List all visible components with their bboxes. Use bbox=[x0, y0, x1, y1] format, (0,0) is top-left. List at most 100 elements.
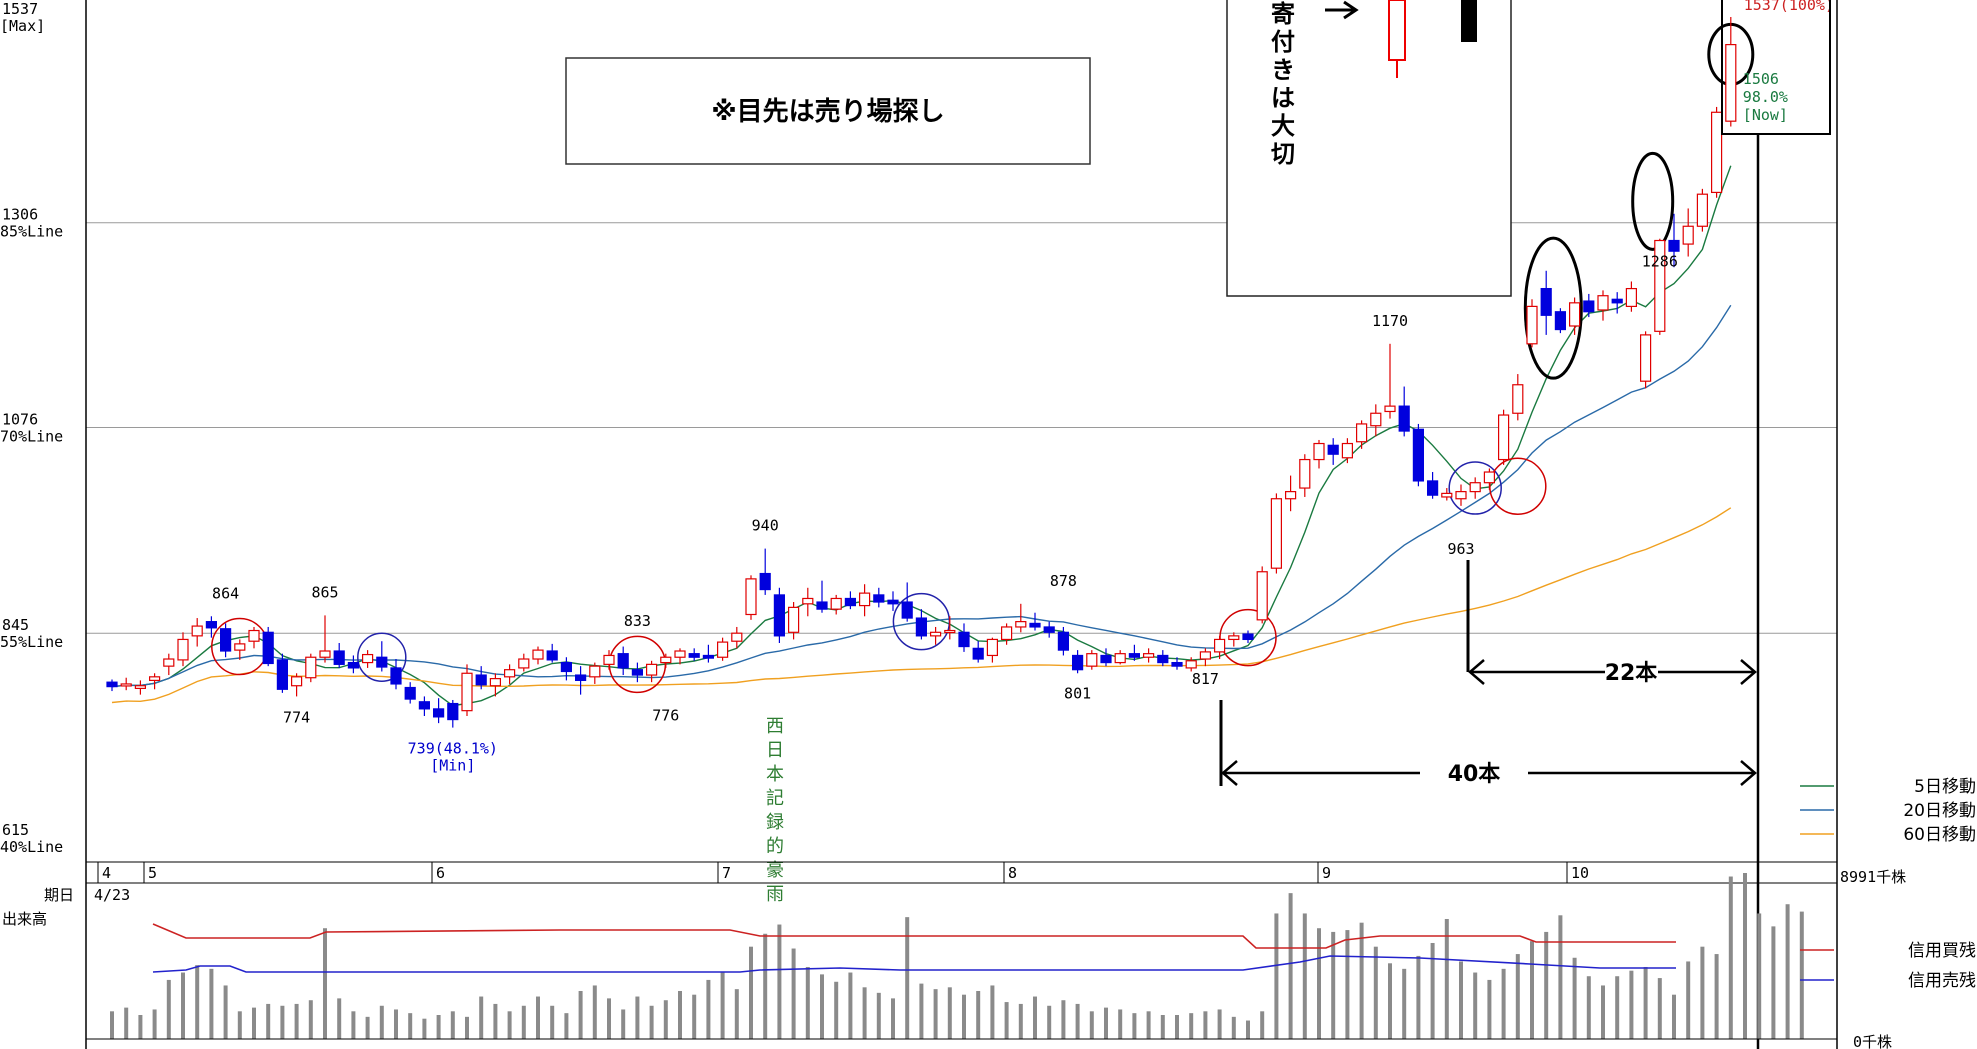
month-label-9: 9 bbox=[1322, 864, 1331, 882]
volume-bar-64 bbox=[1018, 1003, 1023, 1039]
candle-body-88 bbox=[1355, 423, 1368, 443]
candle-body-87 bbox=[1341, 442, 1354, 459]
volume-bar-28 bbox=[507, 1011, 512, 1039]
candle-body-72 bbox=[1128, 653, 1141, 658]
volume-bar-13 bbox=[294, 1003, 299, 1039]
candle-body-7 bbox=[205, 621, 217, 629]
volume-bar-32 bbox=[564, 1013, 569, 1039]
price-label-865: 865 bbox=[311, 583, 338, 601]
volume-max-label: 8991千株 bbox=[1840, 868, 1906, 886]
volume-bar-113 bbox=[1714, 954, 1719, 1039]
volume-bar-116 bbox=[1757, 913, 1762, 1039]
volume-bar-25 bbox=[465, 1016, 469, 1039]
note-box: ※目先は売り場探し bbox=[565, 57, 1091, 165]
candle-body-49 bbox=[802, 597, 814, 605]
volume-bar-44 bbox=[734, 989, 739, 1039]
pattern-circle-5 bbox=[1448, 461, 1502, 515]
month-label-5: 5 bbox=[148, 864, 157, 882]
volume-bar-37 bbox=[635, 996, 640, 1039]
price-label-1170: 1170 bbox=[1372, 312, 1408, 330]
volume-bar-89 bbox=[1373, 946, 1378, 1039]
volume-bar-115 bbox=[1743, 873, 1747, 1039]
volume-bar-83 bbox=[1288, 893, 1293, 1039]
volume-bar-24 bbox=[450, 1011, 455, 1039]
candle-body-112 bbox=[1696, 193, 1709, 227]
volume-bar-6 bbox=[195, 965, 200, 1039]
volume-bar-65 bbox=[1033, 996, 1037, 1039]
legend-label-1: 20日移動 bbox=[1903, 801, 1976, 821]
candle-body-84 bbox=[1299, 458, 1311, 489]
ytick-sub-1537: [Max] bbox=[0, 17, 45, 35]
legend-label-0: 5日移動 bbox=[1914, 777, 1976, 797]
price-label-878: 878 bbox=[1050, 572, 1077, 590]
volume-bar-102 bbox=[1558, 915, 1563, 1039]
volume-bar-63 bbox=[1004, 1002, 1009, 1039]
volume-bar-45 bbox=[749, 946, 753, 1039]
candle-body-40 bbox=[674, 650, 686, 658]
candle-body-57 bbox=[915, 617, 928, 637]
candle-body-94 bbox=[1441, 492, 1453, 498]
candle-body-79 bbox=[1228, 635, 1240, 641]
volume-bar-88 bbox=[1359, 922, 1364, 1039]
volume-bar-68 bbox=[1075, 1003, 1080, 1039]
candle-body-93 bbox=[1426, 480, 1439, 496]
candle-body-110 bbox=[1668, 239, 1680, 252]
candle-body-51 bbox=[830, 597, 842, 610]
candle-body-99 bbox=[1512, 384, 1524, 414]
price-label-963: 963 bbox=[1447, 540, 1474, 558]
volume-bar-21 bbox=[408, 1013, 413, 1039]
volume-bar-118 bbox=[1785, 904, 1790, 1039]
candle-body-17 bbox=[347, 661, 359, 669]
candle-body-58 bbox=[929, 631, 942, 637]
candle-body-64 bbox=[1015, 621, 1027, 628]
candle-body-46 bbox=[759, 572, 771, 591]
volume-bar-86 bbox=[1331, 931, 1336, 1039]
volume-bar-103 bbox=[1572, 957, 1577, 1039]
candle-body-41 bbox=[688, 653, 700, 658]
volume-bar-74 bbox=[1160, 1014, 1165, 1039]
volume-bar-114 bbox=[1728, 876, 1733, 1039]
pattern-circle-1 bbox=[357, 632, 407, 682]
month-label-10: 10 bbox=[1571, 864, 1589, 882]
highlight-ellipse-1 bbox=[1631, 151, 1675, 251]
volume-bar-27 bbox=[493, 1003, 498, 1039]
candle-body-78 bbox=[1213, 638, 1226, 653]
vnote-char-5: 切 bbox=[1271, 140, 1295, 168]
volume-bar-5 bbox=[181, 972, 185, 1039]
volume-bar-60 bbox=[962, 994, 966, 1039]
margin-buy-line bbox=[152, 923, 1676, 949]
volume-bar-41 bbox=[692, 994, 697, 1039]
volume-zero-label: 0千株 bbox=[1853, 1033, 1892, 1049]
price-label-774: 774 bbox=[283, 708, 310, 726]
candle-body-32 bbox=[560, 661, 573, 673]
margin-sell-line bbox=[152, 955, 1676, 973]
volume-bar-67 bbox=[1061, 1000, 1066, 1039]
volume-bar-77 bbox=[1203, 1011, 1208, 1039]
candle-body-59 bbox=[944, 629, 956, 634]
candle-body-5 bbox=[177, 638, 189, 661]
vnote-char-4: 大 bbox=[1271, 112, 1295, 140]
candle-body-47 bbox=[773, 594, 786, 637]
candle-body-4 bbox=[163, 658, 175, 667]
volume-bar-66 bbox=[1047, 1005, 1052, 1039]
rain-news-text: 西日本記録的豪雨 bbox=[766, 716, 784, 905]
volume-bar-95 bbox=[1459, 961, 1463, 1039]
candle-body-96 bbox=[1469, 482, 1481, 493]
candle-body-98 bbox=[1497, 414, 1510, 461]
ytick-sub-1076: 70%Line bbox=[0, 428, 63, 446]
volume-bar-29 bbox=[521, 1005, 526, 1039]
volume-bar-98 bbox=[1501, 968, 1506, 1039]
ytick-sub-845: 55%Line bbox=[0, 633, 63, 651]
date-row-label: 期日 bbox=[44, 886, 74, 904]
volume-bar-111 bbox=[1686, 961, 1691, 1039]
volume-bar-47 bbox=[777, 924, 782, 1039]
current-price-box bbox=[1721, 0, 1831, 135]
vnews-char-6: 豪 bbox=[766, 860, 784, 881]
volume-bar-57 bbox=[919, 983, 924, 1039]
candle-body-85 bbox=[1313, 442, 1325, 461]
volume-bar-34 bbox=[592, 985, 597, 1039]
vnews-char-7: 雨 bbox=[766, 884, 784, 905]
example-bear-candle bbox=[1461, 0, 1477, 42]
ma-line-60 bbox=[111, 507, 1732, 704]
